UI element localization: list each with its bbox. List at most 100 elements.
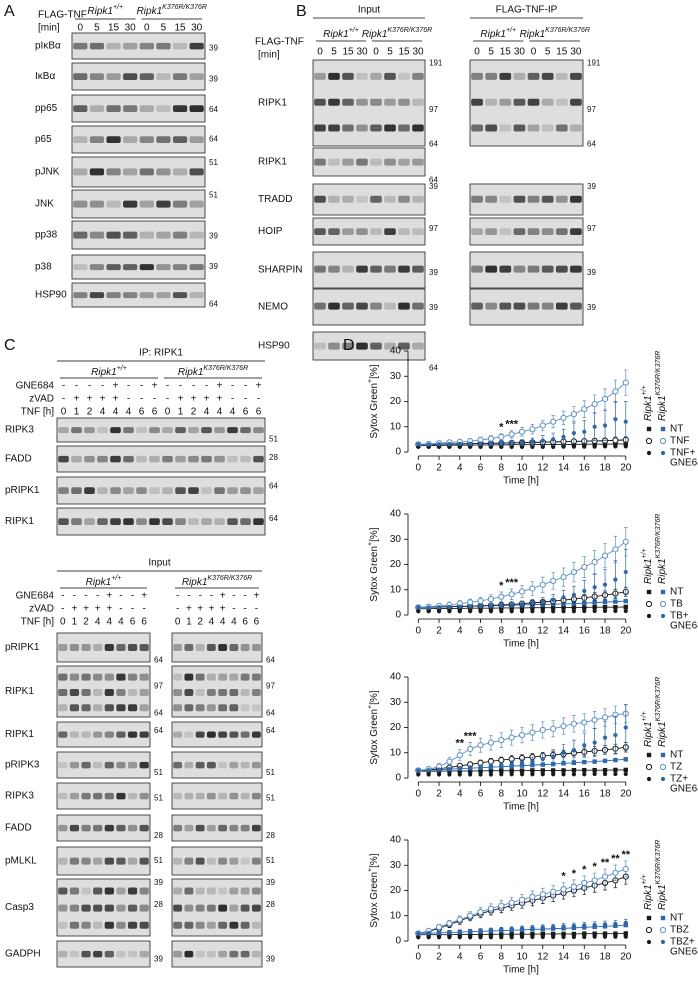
band [172, 168, 188, 176]
data-point [550, 768, 556, 773]
data-point [488, 927, 494, 932]
data-point [488, 441, 494, 446]
band [93, 857, 103, 865]
band [499, 228, 512, 236]
data-point [561, 934, 566, 940]
significance: ** [601, 857, 610, 869]
band [342, 195, 354, 203]
band [104, 704, 114, 712]
treatment-value: 6 [242, 617, 248, 628]
band [206, 688, 216, 696]
data-point [540, 599, 545, 604]
band [58, 518, 69, 526]
band [570, 195, 582, 203]
band [398, 265, 410, 273]
band [104, 731, 114, 738]
genotype-superscript: +/+ [349, 27, 359, 34]
x-tick-label: 18 [599, 789, 611, 800]
data-point [478, 928, 483, 933]
data-point [436, 772, 442, 777]
band [253, 455, 264, 463]
band [527, 302, 540, 310]
band [173, 731, 183, 738]
treatment-value: - [140, 381, 143, 392]
data-point [530, 768, 535, 773]
band [342, 158, 354, 166]
x-tick-label: 20 [620, 463, 632, 474]
band [81, 644, 91, 652]
genotype-superscript: +/+ [641, 385, 648, 395]
data-point [416, 768, 421, 773]
treatment-value: - [210, 591, 213, 602]
legend-marker [646, 450, 652, 456]
band [139, 792, 149, 800]
data-point [582, 600, 587, 606]
genotype-superscript: +/+ [641, 874, 648, 884]
blot [171, 846, 263, 876]
x-tick-label: 8 [499, 789, 505, 800]
data-point [447, 442, 452, 447]
band [173, 688, 183, 696]
band [71, 455, 82, 463]
data-point [592, 608, 597, 614]
band [342, 228, 354, 236]
treatment-value: 4 [107, 617, 113, 628]
data-point [582, 931, 587, 936]
data-point [622, 865, 629, 873]
data-point [560, 886, 567, 893]
band [412, 124, 424, 132]
lane-label: 30 [191, 23, 203, 34]
data-point [499, 768, 504, 773]
gene-name: Ripk1 [480, 29, 506, 40]
band [69, 761, 80, 769]
band [206, 921, 216, 929]
band [73, 292, 88, 299]
band [162, 487, 173, 495]
significance: ** [611, 853, 620, 865]
data-point [530, 605, 535, 610]
band [251, 857, 261, 865]
band [73, 264, 88, 271]
data-point [570, 720, 578, 727]
band [104, 904, 114, 912]
data-point [570, 411, 578, 418]
band [136, 487, 147, 495]
legend-label: TB [670, 599, 683, 610]
row-label: IκBα [35, 71, 55, 82]
band [106, 73, 121, 81]
band [116, 704, 126, 712]
treatment-value: 4 [230, 407, 236, 418]
band [195, 857, 205, 865]
band [136, 518, 147, 526]
significance: *** [505, 418, 519, 430]
data-point [613, 934, 618, 939]
data-point [571, 444, 577, 449]
band [184, 644, 194, 652]
gene-name: Ripk1 [657, 558, 668, 584]
row-label: p65 [35, 134, 52, 145]
band [123, 168, 138, 176]
band [172, 73, 188, 81]
band [184, 857, 194, 865]
band [218, 673, 228, 681]
treatment-value: 2 [191, 407, 197, 418]
x-tick-label: 0 [416, 626, 422, 637]
data-point [519, 605, 525, 611]
mw-label: 64 [154, 709, 163, 718]
genotype-superscript: K376R/K376R [545, 27, 590, 34]
band [471, 265, 483, 273]
y-axis-label-text: Sytox Green [369, 383, 380, 439]
legend-label: TBZ+ [670, 937, 695, 948]
band [184, 704, 194, 712]
band [314, 124, 326, 132]
legend-label: NT [670, 424, 683, 435]
data-point [498, 737, 505, 744]
mw-label: 64 [154, 656, 163, 665]
band [139, 292, 154, 299]
band [123, 264, 138, 271]
band [81, 950, 91, 958]
band [471, 72, 483, 80]
genotype-superscript: K376R/K376R [203, 365, 248, 372]
data-point [488, 603, 494, 609]
data-point [571, 430, 577, 436]
